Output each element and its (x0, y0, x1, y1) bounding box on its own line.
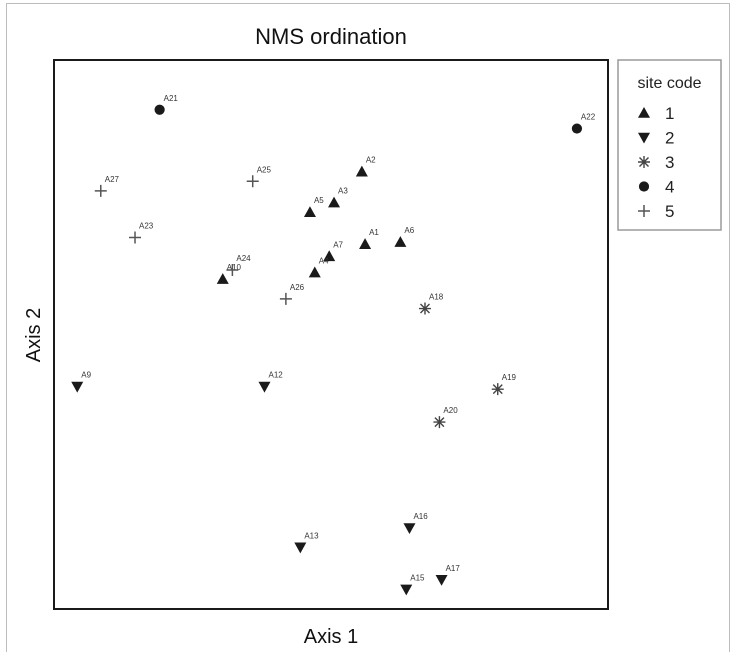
legend-marker-4 (638, 181, 650, 192)
legend-marker-3 (638, 156, 650, 168)
data-point-a25 (246, 175, 259, 188)
data-point-a4 (308, 266, 321, 278)
data-point-a27 (94, 184, 107, 197)
data-point-a15 (400, 584, 413, 596)
point-label-a1: A1 (369, 228, 379, 237)
point-label-a22: A22 (581, 113, 596, 122)
data-point-a12 (258, 381, 271, 393)
legend-label-2: 2 (665, 129, 674, 148)
legend-marker-1 (638, 107, 650, 118)
point-label-a5: A5 (314, 196, 324, 205)
point-label-a12: A12 (268, 371, 283, 380)
legend-label-4: 4 (665, 178, 674, 197)
point-label-a7: A7 (333, 240, 343, 249)
point-label-a9: A9 (81, 371, 91, 380)
point-label-a2: A2 (366, 156, 376, 165)
figure-border (6, 3, 730, 652)
legend-label-1: 1 (665, 104, 674, 123)
data-point-a5 (303, 206, 316, 218)
point-label-a25: A25 (257, 165, 272, 174)
data-points: A2 A3 A5 A1 A6 A7 A4 A10 A9 A12 A13 A16 A15 A17 A18 A19… (71, 94, 596, 596)
point-label-a17: A17 (446, 564, 461, 573)
data-point-a21 (154, 104, 165, 115)
data-point-a24 (226, 263, 239, 276)
point-label-a26: A26 (290, 283, 305, 292)
legend-marker-2 (638, 132, 650, 144)
data-point-a10 (216, 273, 229, 284)
point-label-a27: A27 (105, 175, 120, 184)
data-point-a1 (359, 238, 372, 249)
chart-title: NMS ordination (255, 24, 407, 49)
legend-label-5: 5 (665, 202, 674, 221)
plot-area (53, 59, 609, 610)
y-axis-label: Axis 2 (23, 308, 45, 362)
point-label-a4: A4 (319, 257, 329, 266)
point-label-a16: A16 (413, 512, 428, 521)
data-point-a7 (323, 250, 336, 262)
point-label-a24: A24 (236, 254, 251, 263)
point-label-a3: A3 (338, 187, 348, 196)
point-label-a18: A18 (429, 293, 444, 302)
data-point-a19 (491, 383, 504, 396)
point-label-a20: A20 (443, 406, 458, 415)
legend-box (617, 59, 722, 231)
point-label-a23: A23 (139, 222, 154, 231)
data-point-a23 (129, 231, 142, 244)
data-point-a2 (355, 165, 368, 177)
legend-marker-5 (638, 205, 650, 217)
point-label-a15: A15 (410, 573, 425, 582)
point-label-a6: A6 (404, 226, 414, 235)
x-axis-label: Axis 1 (304, 626, 358, 648)
point-label-a21: A21 (164, 94, 179, 103)
point-label-a19: A19 (502, 373, 517, 382)
data-point-a3 (328, 196, 341, 208)
data-point-a22 (571, 123, 583, 134)
data-point-a20 (433, 416, 446, 429)
legend-entries: 1 2 3 4 5 (638, 104, 674, 221)
legend: site code 1 2 3 4 5 (617, 59, 722, 231)
data-point-a6 (394, 236, 407, 247)
data-point-a17 (435, 574, 448, 586)
data-point-a26 (279, 292, 292, 305)
data-point-a18 (418, 302, 431, 315)
legend-title: site code (637, 75, 701, 92)
point-label-a13: A13 (304, 531, 319, 540)
point-label-a10: A10 (227, 263, 242, 272)
legend-label-3: 3 (665, 153, 674, 172)
data-point-a13 (294, 542, 307, 554)
data-point-a9 (71, 381, 84, 393)
data-point-a16 (403, 523, 416, 535)
